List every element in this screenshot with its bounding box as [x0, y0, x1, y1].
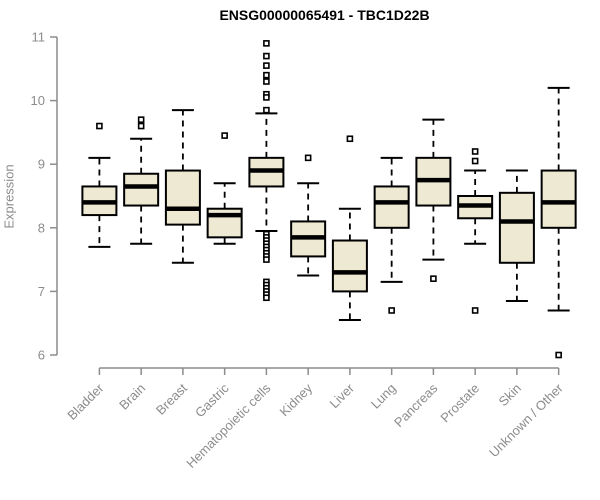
iqr-box [123, 172, 160, 207]
y-tick-label: 6 [38, 348, 45, 363]
x-tick-label: Pancreas [391, 380, 441, 430]
x-tick-label: Gastric [192, 380, 232, 420]
outlier-point [263, 71, 270, 79]
y-tick-label: 7 [38, 284, 45, 299]
y-tick-label: 9 [38, 157, 45, 172]
outlier-point [263, 40, 270, 47]
boxplot-pancreas [415, 118, 452, 282]
x-tick-label: Bladder [64, 380, 107, 423]
outlier-point [96, 122, 103, 130]
outlier-point [471, 157, 479, 165]
y-tick-label: 11 [32, 30, 46, 45]
iqr-box [373, 185, 410, 229]
outlier-point [471, 148, 479, 155]
outlier-point [346, 135, 354, 143]
outlier-point [263, 256, 270, 263]
x-tick-label: Lung [368, 381, 399, 412]
iqr-box [331, 239, 368, 293]
outlier-point [137, 122, 145, 130]
x-tick-label: Brain [116, 381, 148, 413]
boxplot-breast [164, 109, 201, 264]
chart-title: ENSG00000065491 - TBC1D22B [219, 7, 430, 23]
boxplot-hematopoietic-cells [248, 40, 285, 302]
iqr-box [498, 191, 535, 264]
y-tick-label: 10 [31, 93, 45, 108]
outlier-point [221, 132, 228, 139]
outlier-point [471, 307, 479, 314]
x-tick-label: Unknown / Other [486, 380, 566, 460]
x-tick-label: Skin [496, 381, 524, 409]
outlier-point [263, 78, 270, 85]
outlier-point [263, 94, 270, 101]
x-tick-label: Prostate [437, 381, 482, 426]
outlier-point [263, 294, 270, 302]
x-tick-label: Kidney [277, 380, 316, 419]
outlier-point [388, 307, 395, 314]
iqr-box [164, 169, 201, 226]
outlier-point [430, 275, 437, 282]
outlier-point [263, 62, 270, 69]
outlier-point [304, 154, 312, 162]
outlier-point [555, 351, 562, 359]
x-tick-label: Liver [326, 380, 357, 411]
x-tick-label: Breast [153, 380, 190, 417]
outlier-point [263, 52, 270, 60]
boxplot-prostate [457, 148, 494, 314]
boxplot-kidney [290, 154, 327, 277]
boxplot-liver [331, 135, 368, 322]
boxplot-brain [123, 116, 160, 245]
boxplot-unknown-other [540, 86, 577, 359]
boxplot-bladder [81, 122, 118, 248]
outlier-point [263, 106, 270, 114]
outlier-point [137, 116, 145, 123]
boxplot-skin [498, 169, 535, 302]
iqr-box [540, 169, 577, 229]
boxplot-lung [373, 156, 410, 314]
boxplot-gastric [206, 132, 243, 245]
y-tick-label: 8 [38, 220, 45, 235]
